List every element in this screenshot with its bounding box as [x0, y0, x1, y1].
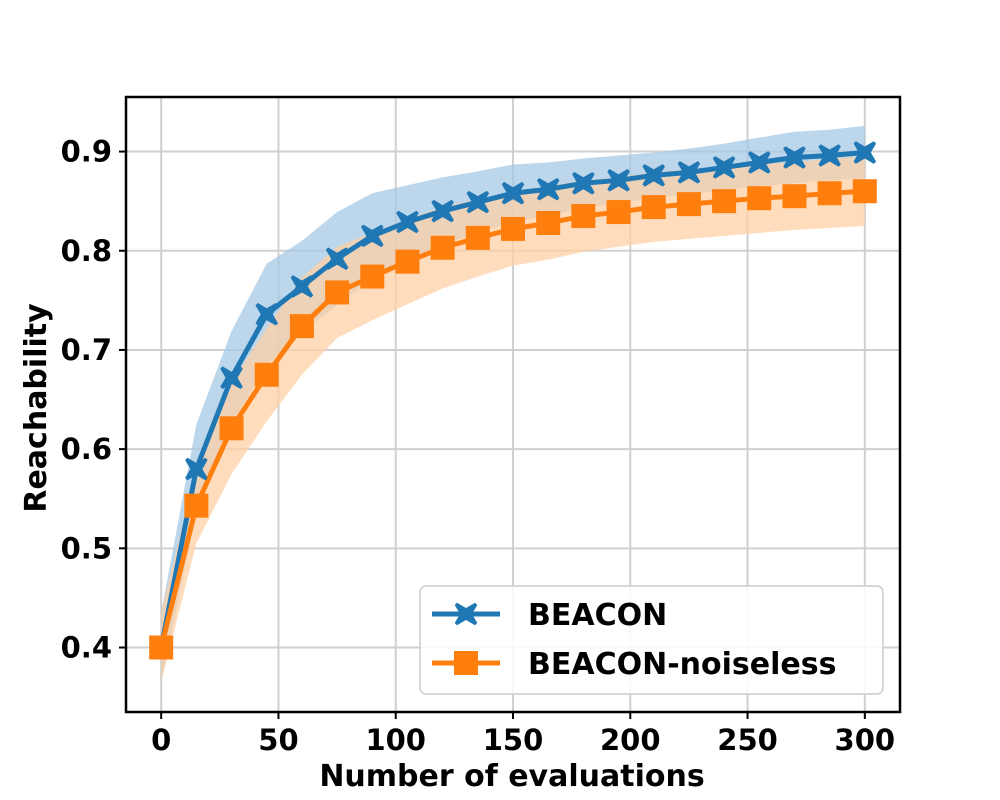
data-point-0: [818, 144, 841, 167]
data-point-0: [290, 275, 314, 298]
data-point-0: [255, 302, 279, 326]
data-point-1: [430, 235, 455, 260]
data-point-1: [817, 181, 842, 206]
x-tick-label: 100: [365, 723, 426, 757]
data-point-0: [466, 190, 490, 214]
y-tick-label: 0.4: [61, 631, 112, 665]
data-point-1: [254, 362, 279, 387]
data-point-1: [501, 216, 525, 241]
legend-label-beacon: BEACON: [528, 598, 667, 633]
data-point-1: [219, 416, 244, 441]
x-tick-label: 300: [835, 723, 896, 757]
data-point-1: [360, 264, 385, 289]
series-markers: [149, 141, 877, 660]
data-point-0: [501, 181, 525, 205]
data-point-0: [853, 141, 877, 164]
data-point-1: [536, 210, 561, 235]
data-point-1: [747, 186, 772, 211]
data-point-1: [184, 493, 209, 518]
legend-marker-beacon-noiseless: [454, 651, 478, 675]
legend-marker-shape: [454, 651, 478, 675]
legend: BEACON BEACON-noiseless: [419, 585, 884, 695]
data-point-1: [641, 195, 666, 220]
data-point-0: [325, 247, 349, 270]
x-tick-label: 0: [151, 723, 171, 757]
data-point-0: [783, 146, 806, 169]
data-point-1: [395, 249, 420, 274]
data-point-0: [572, 172, 595, 195]
data-point-0: [220, 366, 243, 389]
x-tick-label: 50: [258, 723, 298, 757]
y-tick-label: 0.8: [61, 234, 112, 268]
y-tick-label: 0.9: [61, 135, 112, 169]
data-point-1: [465, 225, 490, 250]
data-point-1: [782, 184, 807, 209]
y-axis-label: Reachability: [19, 303, 54, 513]
x-axis-label: Number of evaluations: [319, 759, 704, 794]
data-point-0: [747, 151, 771, 174]
data-point-0: [642, 164, 666, 187]
legend-marker-shape: [454, 602, 478, 626]
data-point-0: [185, 457, 208, 481]
y-tick-label: 0.5: [61, 531, 112, 565]
data-point-1: [712, 189, 737, 214]
data-point-0: [360, 224, 384, 248]
x-axis-ticks: 0 50 100 150 200 250 300: [151, 712, 895, 757]
data-point-1: [149, 635, 174, 660]
x-tick-label: 150: [483, 723, 544, 757]
data-point-0: [536, 177, 560, 201]
legend-marker-beacon: [454, 602, 478, 626]
y-tick-label: 0.6: [61, 432, 112, 466]
data-point-0: [712, 156, 736, 179]
data-point-0: [677, 161, 701, 184]
data-point-1: [325, 280, 350, 305]
y-tick-label: 0.7: [61, 333, 112, 367]
data-point-0: [431, 199, 454, 223]
x-tick-label: 200: [600, 723, 661, 757]
data-point-0: [396, 210, 419, 234]
x-tick-label: 250: [717, 723, 778, 757]
legend-label-beacon-noiseless: BEACON-noiseless: [528, 647, 836, 682]
data-point-0: [607, 169, 630, 192]
data-point-1: [606, 200, 631, 225]
data-point-1: [571, 204, 596, 229]
data-point-1: [676, 192, 701, 217]
legend-box: [419, 585, 884, 695]
data-point-1: [289, 314, 314, 339]
y-axis-ticks: 0.4 0.5 0.6 0.7 0.8 0.9: [61, 135, 126, 665]
data-point-1: [852, 179, 877, 204]
